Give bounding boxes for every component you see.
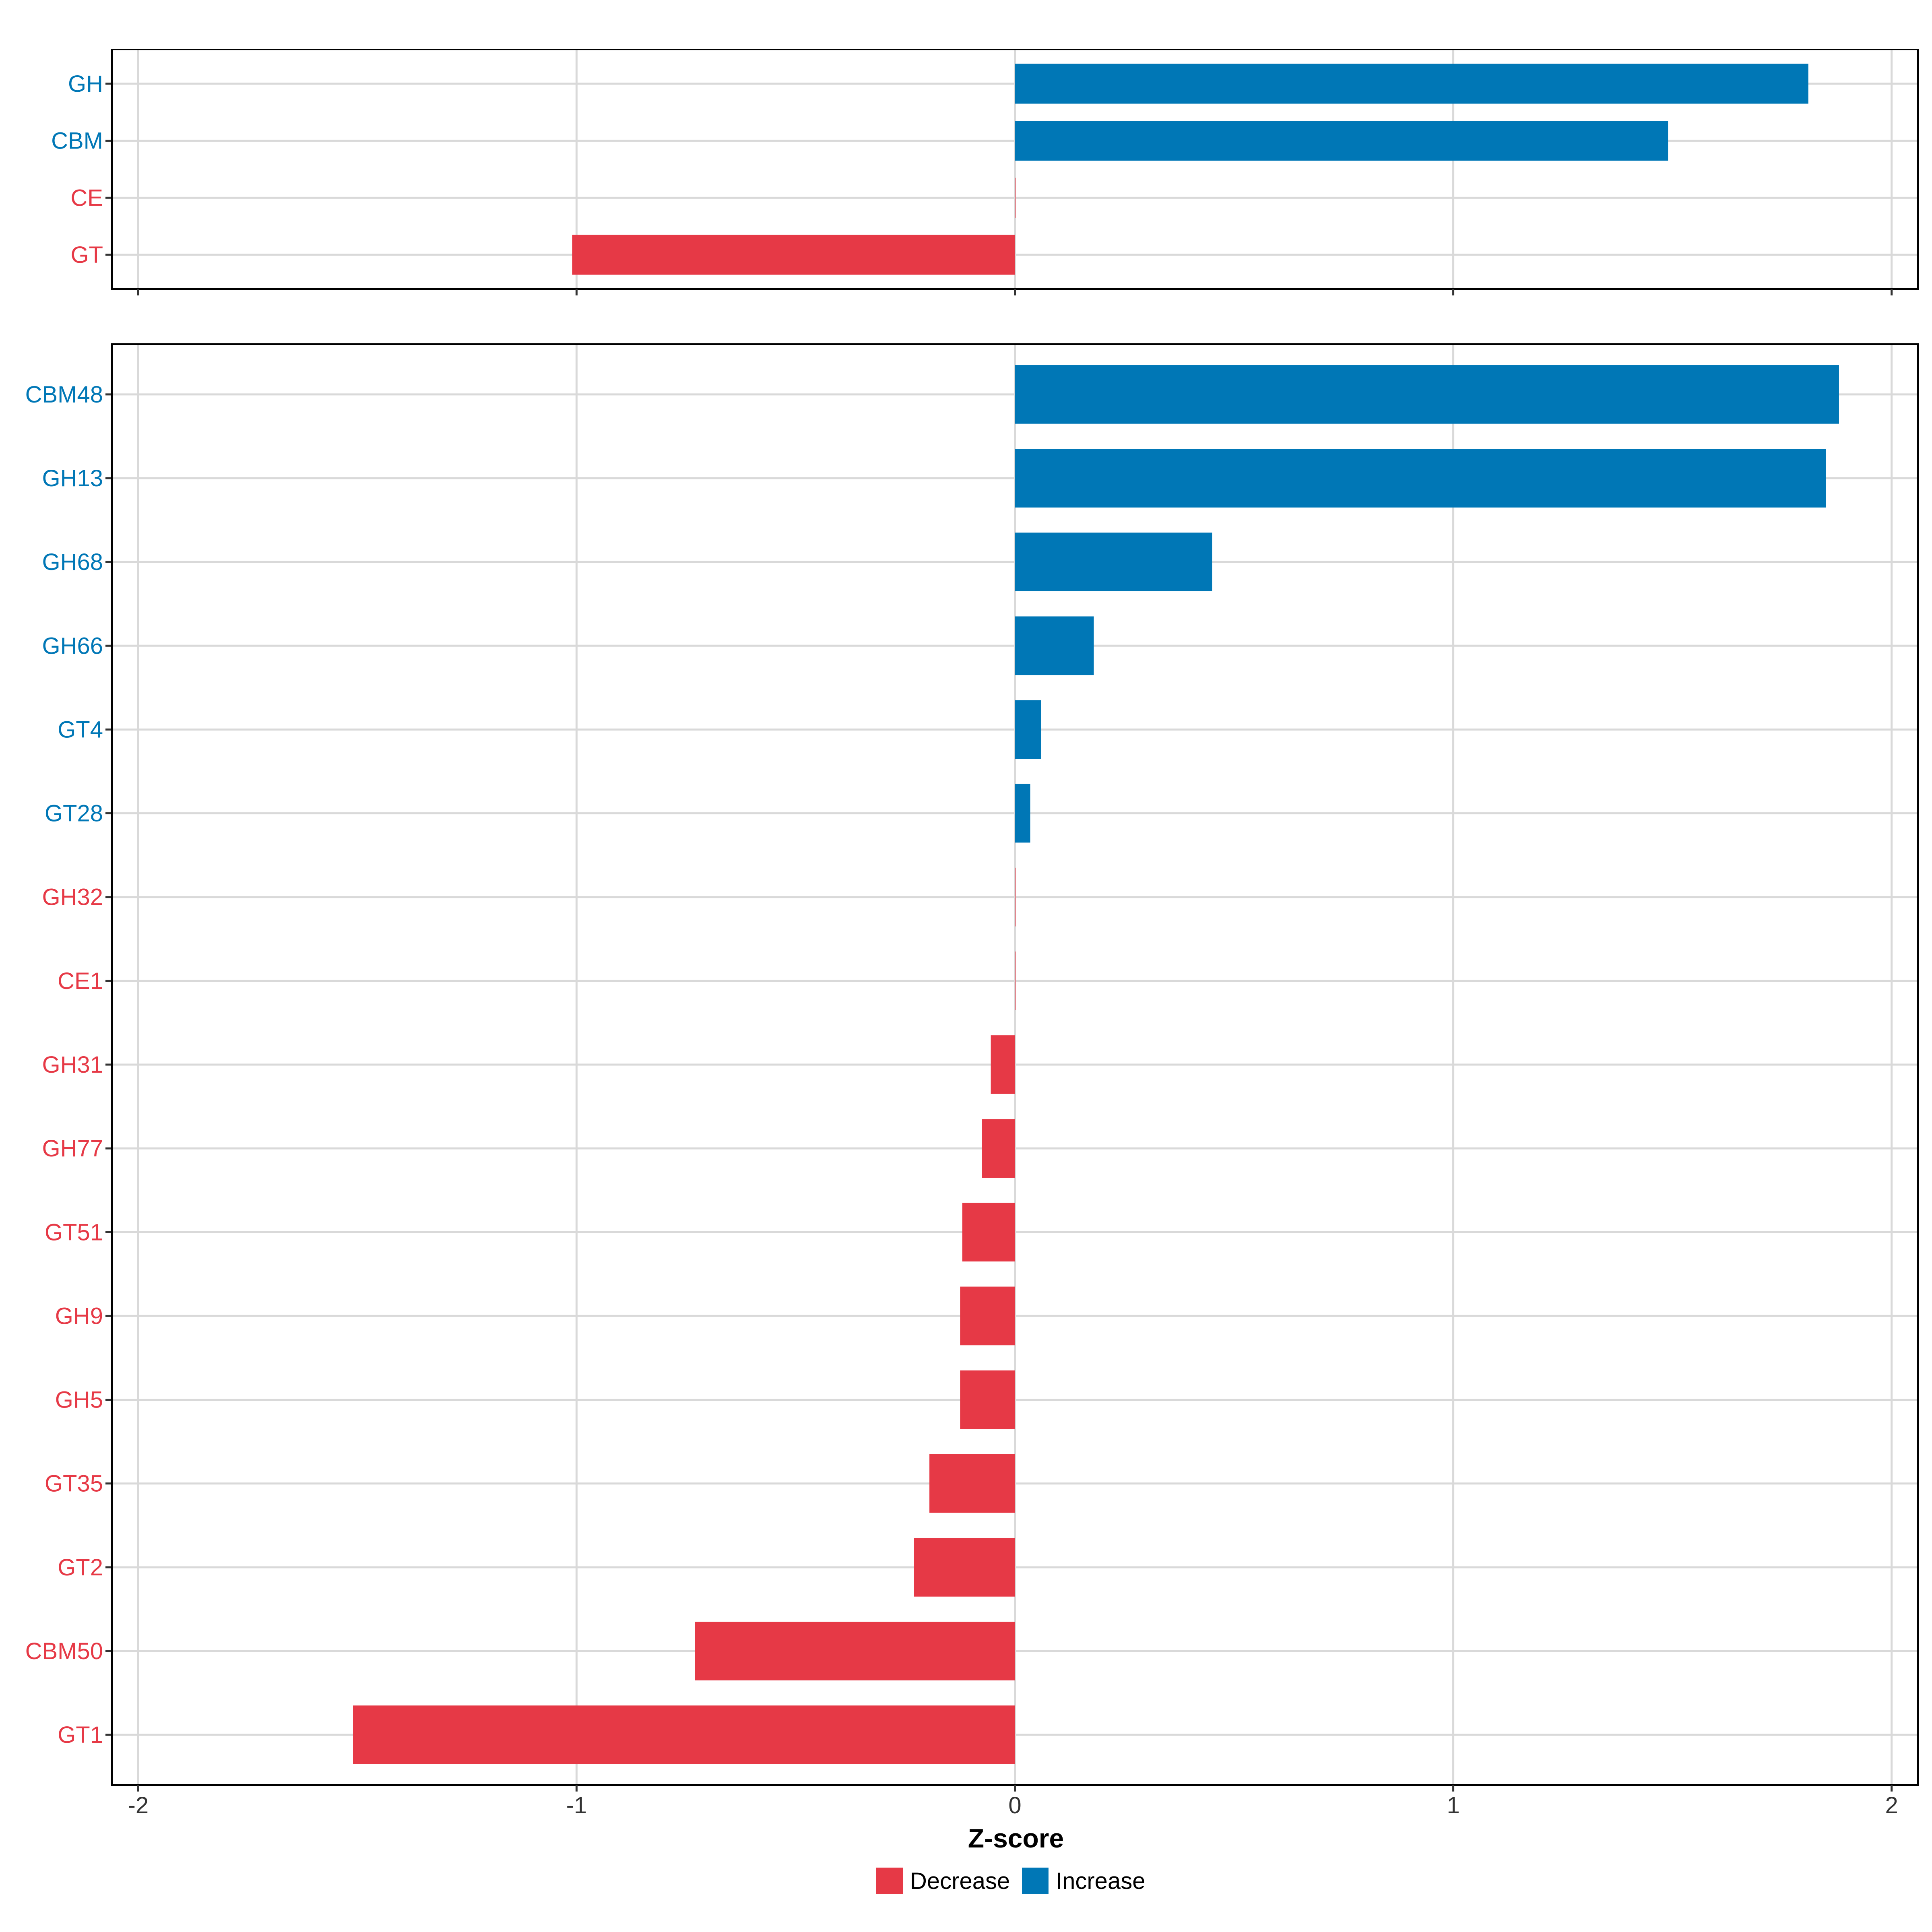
x-tick-label: 2 bbox=[1885, 1792, 1898, 1818]
legend-swatch-increase bbox=[1022, 1868, 1049, 1894]
x-tick-label: -2 bbox=[128, 1792, 149, 1818]
bottom-ytick-label-gt51: GT51 bbox=[45, 1219, 103, 1245]
bottom-bar-cbm50 bbox=[695, 1622, 1015, 1680]
bottom-panel: CBM48 GH13 GH68 GH66 GT4 GT28 GH32 CE1 GH31 GH77 G… bbox=[25, 343, 1919, 1792]
bottom-bar-gh5 bbox=[960, 1370, 1015, 1429]
bottom-ytick-label-gh77: GH77 bbox=[42, 1135, 103, 1162]
top-bar-ce bbox=[1015, 178, 1016, 218]
bottom-ytick-label-gh5: GH5 bbox=[55, 1387, 103, 1413]
top-bar-gt bbox=[572, 235, 1015, 275]
bottom-bar-gh32 bbox=[1015, 867, 1016, 927]
top-ytick-label-ce: CE bbox=[70, 185, 103, 211]
legend: Decrease Increase bbox=[876, 1868, 1145, 1894]
bottom-ytick-label-gt35: GT35 bbox=[45, 1471, 103, 1497]
bottom-bar-gh66 bbox=[1015, 616, 1094, 675]
bottom-bar-gh13 bbox=[1015, 449, 1826, 508]
bottom-bar-gh9 bbox=[960, 1286, 1015, 1346]
bottom-bar-gt4 bbox=[1015, 700, 1041, 759]
top-ytick-label-gh: GH bbox=[68, 71, 103, 97]
bottom-bar-gt28 bbox=[1015, 784, 1030, 843]
legend-label-decrease: Decrease bbox=[910, 1868, 1010, 1894]
top-panel: GH CBM CE GT bbox=[51, 49, 1919, 295]
x-tick-label: 0 bbox=[1008, 1792, 1021, 1818]
bottom-ytick-label-cbm50: CBM50 bbox=[25, 1638, 103, 1664]
bottom-ytick-label-gh13: GH13 bbox=[42, 465, 103, 491]
bottom-ytick-label-cbm48: CBM48 bbox=[25, 382, 103, 408]
bottom-ytick-label-gh68: GH68 bbox=[42, 549, 103, 575]
bottom-bar-gh77 bbox=[982, 1119, 1015, 1178]
x-axis: -2 -1 0 1 2 bbox=[128, 1792, 1898, 1818]
bottom-bar-gt51 bbox=[962, 1203, 1015, 1262]
bottom-ytick-label-gh9: GH9 bbox=[55, 1303, 103, 1329]
top-ytick-label-cbm: CBM bbox=[51, 128, 103, 154]
bottom-bar-gt2 bbox=[914, 1538, 1015, 1597]
bottom-bar-ce1 bbox=[1015, 952, 1016, 1010]
bottom-ytick-label-gt2: GT2 bbox=[58, 1554, 103, 1581]
bottom-ytick-label-gh31: GH31 bbox=[42, 1052, 103, 1078]
bottom-ytick-label-gt28: GT28 bbox=[45, 801, 103, 827]
bottom-bar-gt35 bbox=[929, 1454, 1015, 1513]
bottom-bar-gh31 bbox=[991, 1035, 1015, 1094]
top-ytick-label-gt: GT bbox=[70, 242, 103, 268]
bottom-ytick-label-ce1: CE1 bbox=[58, 968, 103, 994]
x-tick-label: -1 bbox=[566, 1792, 587, 1818]
bottom-bar-gt1 bbox=[353, 1705, 1015, 1764]
top-bar-gh bbox=[1015, 64, 1808, 104]
bottom-ytick-label-gt4: GT4 bbox=[58, 716, 103, 743]
x-tick-label: 1 bbox=[1447, 1792, 1459, 1818]
bottom-ytick-label-gt1: GT1 bbox=[58, 1722, 103, 1748]
top-bar-cbm bbox=[1015, 121, 1668, 161]
legend-swatch-decrease bbox=[876, 1868, 903, 1894]
bottom-bar-cbm48 bbox=[1015, 365, 1839, 424]
bottom-ytick-label-gh32: GH32 bbox=[42, 884, 103, 910]
bottom-bar-gh68 bbox=[1015, 533, 1212, 592]
bottom-ytick-label-gh66: GH66 bbox=[42, 633, 103, 659]
x-axis-title: Z-score bbox=[968, 1823, 1064, 1853]
legend-label-increase: Increase bbox=[1056, 1868, 1145, 1894]
